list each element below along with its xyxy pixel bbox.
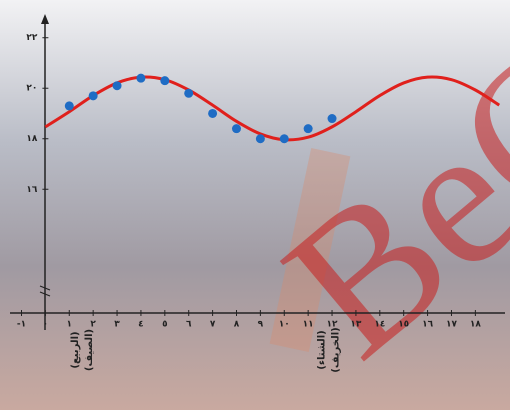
data-point [256,134,265,143]
y-tick-label: ١٦ [26,185,37,195]
y-tick-label: ١٨ [26,134,37,144]
data-point [65,101,74,110]
data-point [160,76,169,85]
x-tick-label: ١٧ [446,320,457,330]
data-point [304,124,313,133]
x-tick-label: ٠ [43,320,49,330]
data-point [328,114,337,123]
x-tick-label: ١٤ [374,320,385,330]
x-tick-label: ١٨ [470,320,481,330]
annotation: (الصيف) [84,329,95,371]
x-tick-label: ٥ [162,320,168,330]
data-point [280,134,289,143]
y-tick-label: ٢٠ [26,84,37,94]
annotation: (الربيع) [70,331,81,368]
chart: BeC -١٠١٢٣٤٥٦٧٨٩١٠١١١٢١٣١٤١٥١٦١٧١٨١٦١٨٢٠… [0,0,510,410]
x-tick-label: ٢ [90,320,96,330]
data-point [89,91,98,100]
x-tick-label: ١٦ [422,320,433,330]
data-point [136,74,145,83]
x-tick-label: -١ [17,320,26,330]
data-point [232,124,241,133]
data-point [184,89,193,98]
x-tick-label: ١ [67,320,73,330]
x-tick-label: ١٣ [350,320,361,330]
page: {"chart_data": {"type": "scatter-line", … [0,0,510,410]
x-tick-label: ١١ [303,320,314,330]
x-tick-label: ٩ [258,320,264,330]
annotation: (الشتاء) [316,330,327,369]
y-tick-label: ٢٢ [26,33,37,43]
x-tick-label: ٧ [210,320,216,330]
x-tick-label: ٤ [138,320,144,330]
x-tick-label: ٣ [114,320,120,330]
x-tick-label: ٨ [234,320,240,330]
x-tick-label: ١٥ [398,320,409,330]
data-point [208,109,217,118]
x-tick-label: ٦ [186,320,192,330]
x-tick-label: ١٠ [279,320,290,330]
data-point [113,81,122,90]
annotation: (الخريف) [330,327,341,372]
